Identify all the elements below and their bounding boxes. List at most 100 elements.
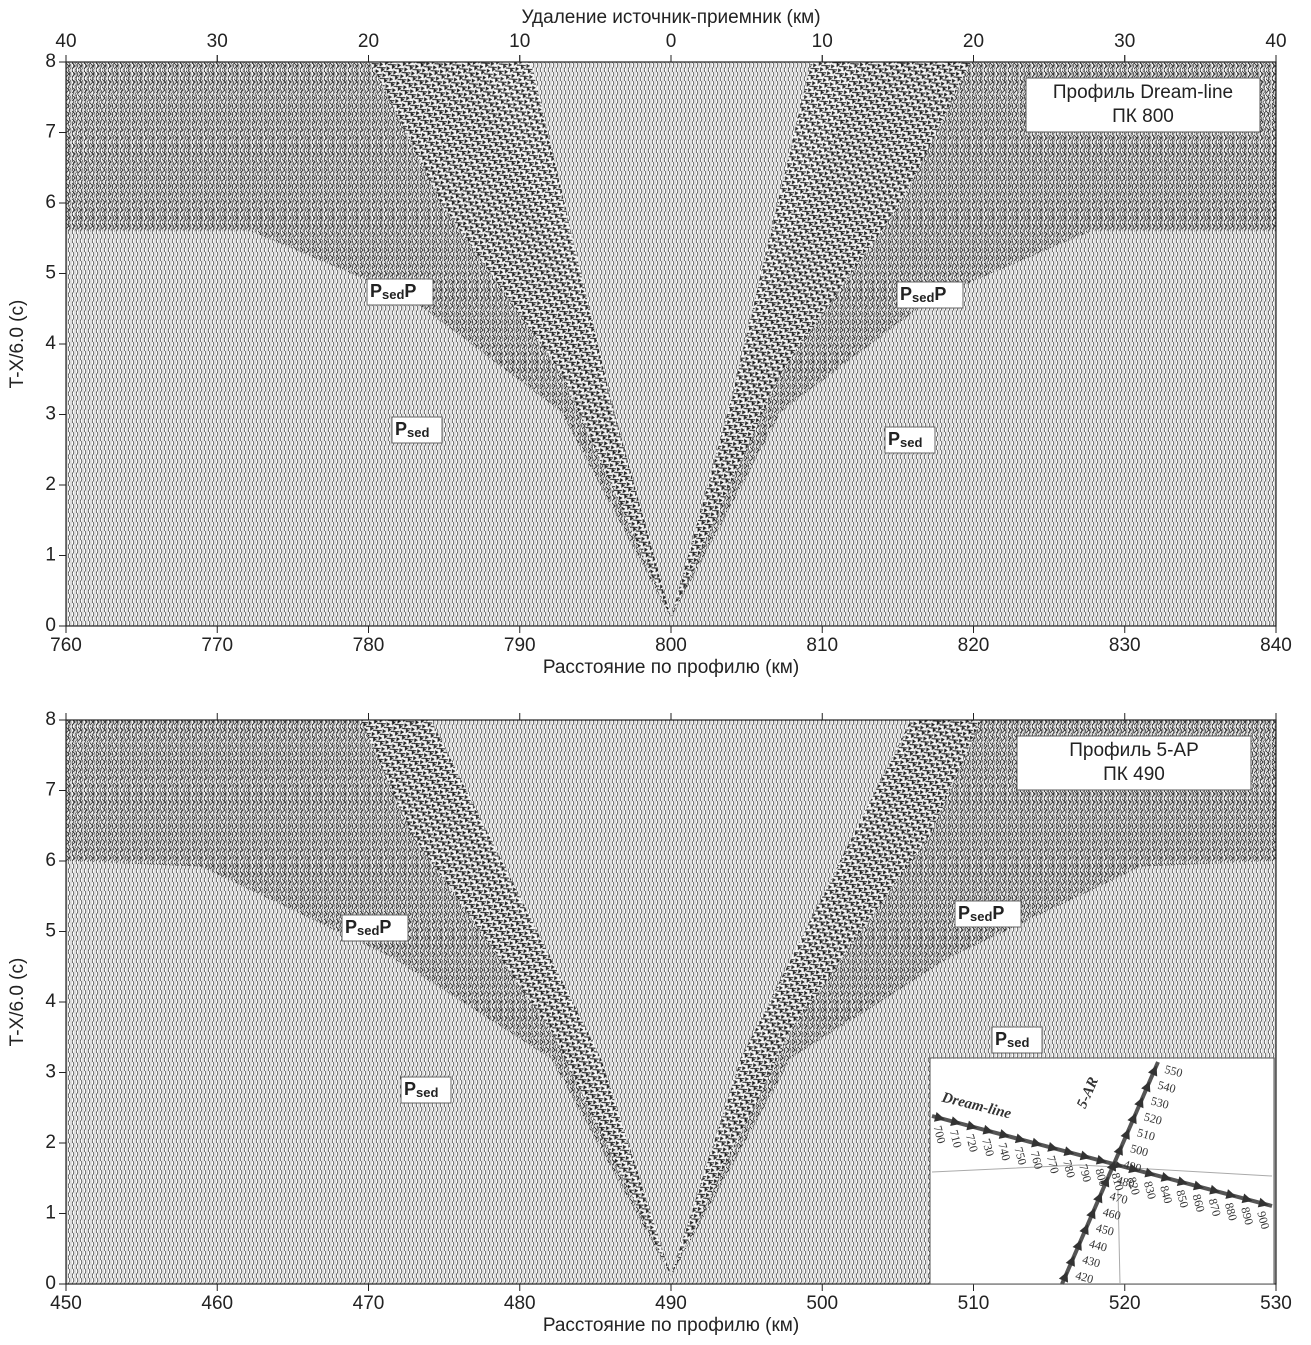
inset-marker [1147, 1065, 1158, 1077]
y-axis-label: T-X/6.0 (c) [7, 958, 28, 1047]
annotation-part: sed [407, 425, 429, 440]
x2-tick-label: 40 [55, 31, 76, 52]
inset-tick-label: 880 [1222, 1201, 1240, 1222]
inset-tick-label: 760 [1028, 1150, 1046, 1171]
x-tick-label: 490 [655, 1293, 687, 1314]
inset-marker [1134, 1097, 1144, 1109]
x-tick-label: 830 [1109, 635, 1141, 656]
inset-marker [1209, 1184, 1221, 1195]
inset-tick-label: 840 [1157, 1184, 1175, 1205]
x-tick-label: 840 [1260, 635, 1292, 656]
legend-text: Профиль 5-AP [1069, 740, 1199, 761]
inset-marker [1063, 1146, 1075, 1156]
inset-border [1117, 1189, 1121, 1285]
annotation: PsedP [900, 284, 946, 306]
inset-tick-label: 430 [1081, 1252, 1102, 1270]
y-tick-label: 1 [45, 545, 56, 566]
inset-tick-label: 460 [1101, 1205, 1122, 1223]
inset-border [931, 1164, 1273, 1177]
y-tick-label: 3 [45, 404, 56, 425]
x-tick-label: 460 [201, 1293, 233, 1314]
energy-fan [361, 720, 671, 1276]
annotation-part: P [900, 284, 912, 304]
annotation-box [954, 900, 1022, 928]
x-tick-label: 530 [1260, 1293, 1292, 1314]
inset-marker [950, 1116, 962, 1126]
annotation: Psed [888, 429, 922, 451]
inset-marker [1144, 1167, 1156, 1178]
y-tick-label: 5 [45, 263, 56, 284]
energy-fan [671, 62, 971, 618]
inset-marker [1079, 1223, 1089, 1236]
x-tick-label: 760 [50, 635, 82, 656]
y-tick-label: 5 [45, 921, 56, 942]
inset-tick-label: 730 [979, 1137, 997, 1158]
panel: 0 1 2 3 4 5 6 7 8 T-X/6.0 (c) 760 770 780 790 800 810 82… [7, 7, 1292, 678]
x-tick-label: 520 [1109, 1293, 1141, 1314]
annotation: Psed [395, 419, 429, 441]
inset-tick-label: 900 [1254, 1210, 1272, 1231]
x-tick-label: 810 [806, 635, 838, 656]
annotation-part: sed [912, 290, 934, 305]
inset-tick-label: 780 [1060, 1158, 1078, 1179]
noise-zone [671, 720, 1276, 1276]
y-axis-label: T-X/6.0 (c) [7, 300, 28, 389]
inset-marker [1193, 1180, 1204, 1191]
inset-tick-label: 740 [995, 1141, 1013, 1162]
annotation-part: sed [970, 909, 992, 924]
inset-marker [1095, 1154, 1107, 1165]
noise-zone [66, 720, 671, 1276]
annotation-part: P [404, 281, 416, 301]
inset-marker [1257, 1197, 1269, 1208]
inset-marker [1127, 1112, 1137, 1125]
inset-tick-label: 750 [1011, 1145, 1029, 1166]
x-tick-label: 770 [201, 635, 233, 656]
x2-tick-label: 10 [812, 31, 833, 52]
y-tick-label: 0 [45, 615, 56, 636]
energy-fan [371, 62, 671, 618]
y-tick-label: 7 [45, 780, 56, 801]
x-tick-label: 450 [50, 1293, 82, 1314]
annotation-box [341, 914, 409, 942]
y-tick-label: 8 [45, 709, 56, 730]
inset-marker [1047, 1142, 1059, 1152]
annotation-box [991, 1026, 1043, 1054]
annotation-part: P [395, 419, 407, 439]
y-tick-label: 6 [45, 192, 56, 213]
x-tick-label: 470 [353, 1293, 385, 1314]
inset-tick-label: 520 [1143, 1110, 1164, 1128]
x-axis-label: Расстояние по профилю (км) [543, 657, 799, 678]
inset-marker [1241, 1193, 1253, 1204]
legend-text: Профиль Dream-line [1053, 82, 1233, 103]
inset-marker [1160, 1172, 1172, 1182]
annotation-box [884, 426, 936, 454]
inset-tick-label: 450 [1095, 1221, 1116, 1239]
inset-tick-label: 440 [1088, 1236, 1109, 1254]
inset-marker [1093, 1192, 1103, 1204]
inset-marker [1058, 1271, 1069, 1283]
x-tick-label: 480 [504, 1293, 536, 1314]
inset-tick-label: 500 [1129, 1141, 1150, 1159]
inset-tick-label: 810 [1109, 1171, 1127, 1192]
inset-tick-label: 490 [1122, 1157, 1143, 1175]
inset-tick-label: 790 [1076, 1163, 1094, 1184]
legend-text: ПК 800 [1112, 106, 1174, 127]
inset-marker [1113, 1144, 1123, 1156]
annotation-box [366, 278, 434, 306]
annotation-part: P [379, 917, 391, 937]
inset-tick-label: 830 [1141, 1180, 1159, 1201]
x-tick-label: 800 [655, 635, 687, 656]
annotation-part: P [995, 1029, 1007, 1049]
y-tick-label: 4 [45, 991, 56, 1012]
x2-axis-label: Удаление источник-приемник (км) [521, 7, 820, 28]
x2-tick-label: 20 [963, 31, 984, 52]
inset-tick-label: 700 [931, 1124, 949, 1145]
inset-tick-label: 720 [963, 1133, 981, 1154]
annotation-part: P [888, 429, 900, 449]
x2-tick-label: 10 [509, 31, 530, 52]
annotation-part: sed [416, 1085, 438, 1100]
annotation-box [391, 416, 443, 444]
inset-marker [1176, 1176, 1188, 1186]
y-tick-label: 2 [45, 474, 56, 495]
